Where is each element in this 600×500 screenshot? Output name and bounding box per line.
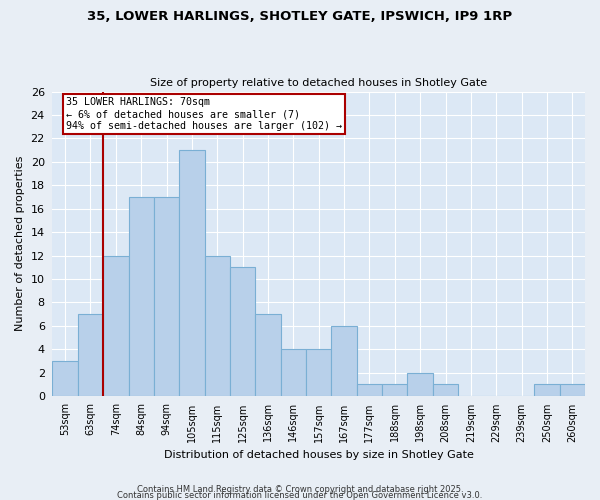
Bar [281, 349, 306, 396]
Text: Contains public sector information licensed under the Open Government Licence v3: Contains public sector information licen… [118, 490, 482, 500]
Bar [433, 384, 458, 396]
Y-axis label: Number of detached properties: Number of detached properties [15, 156, 25, 332]
Bar [382, 384, 407, 396]
Text: 35, LOWER HARLINGS, SHOTLEY GATE, IPSWICH, IP9 1RP: 35, LOWER HARLINGS, SHOTLEY GATE, IPSWIC… [88, 10, 512, 23]
Title: Size of property relative to detached houses in Shotley Gate: Size of property relative to detached ho… [150, 78, 487, 88]
X-axis label: Distribution of detached houses by size in Shotley Gate: Distribution of detached houses by size … [164, 450, 473, 460]
Bar [357, 384, 382, 396]
Bar [331, 326, 357, 396]
Bar [534, 384, 560, 396]
Bar [52, 361, 78, 396]
Bar [306, 349, 331, 396]
Text: 35 LOWER HARLINGS: 70sqm
← 6% of detached houses are smaller (7)
94% of semi-det: 35 LOWER HARLINGS: 70sqm ← 6% of detache… [67, 98, 343, 130]
Bar [256, 314, 281, 396]
Bar [230, 267, 256, 396]
Bar [407, 372, 433, 396]
Bar [179, 150, 205, 396]
Text: Contains HM Land Registry data © Crown copyright and database right 2025.: Contains HM Land Registry data © Crown c… [137, 484, 463, 494]
Bar [205, 256, 230, 396]
Bar [103, 256, 128, 396]
Bar [128, 197, 154, 396]
Bar [560, 384, 585, 396]
Bar [154, 197, 179, 396]
Bar [78, 314, 103, 396]
